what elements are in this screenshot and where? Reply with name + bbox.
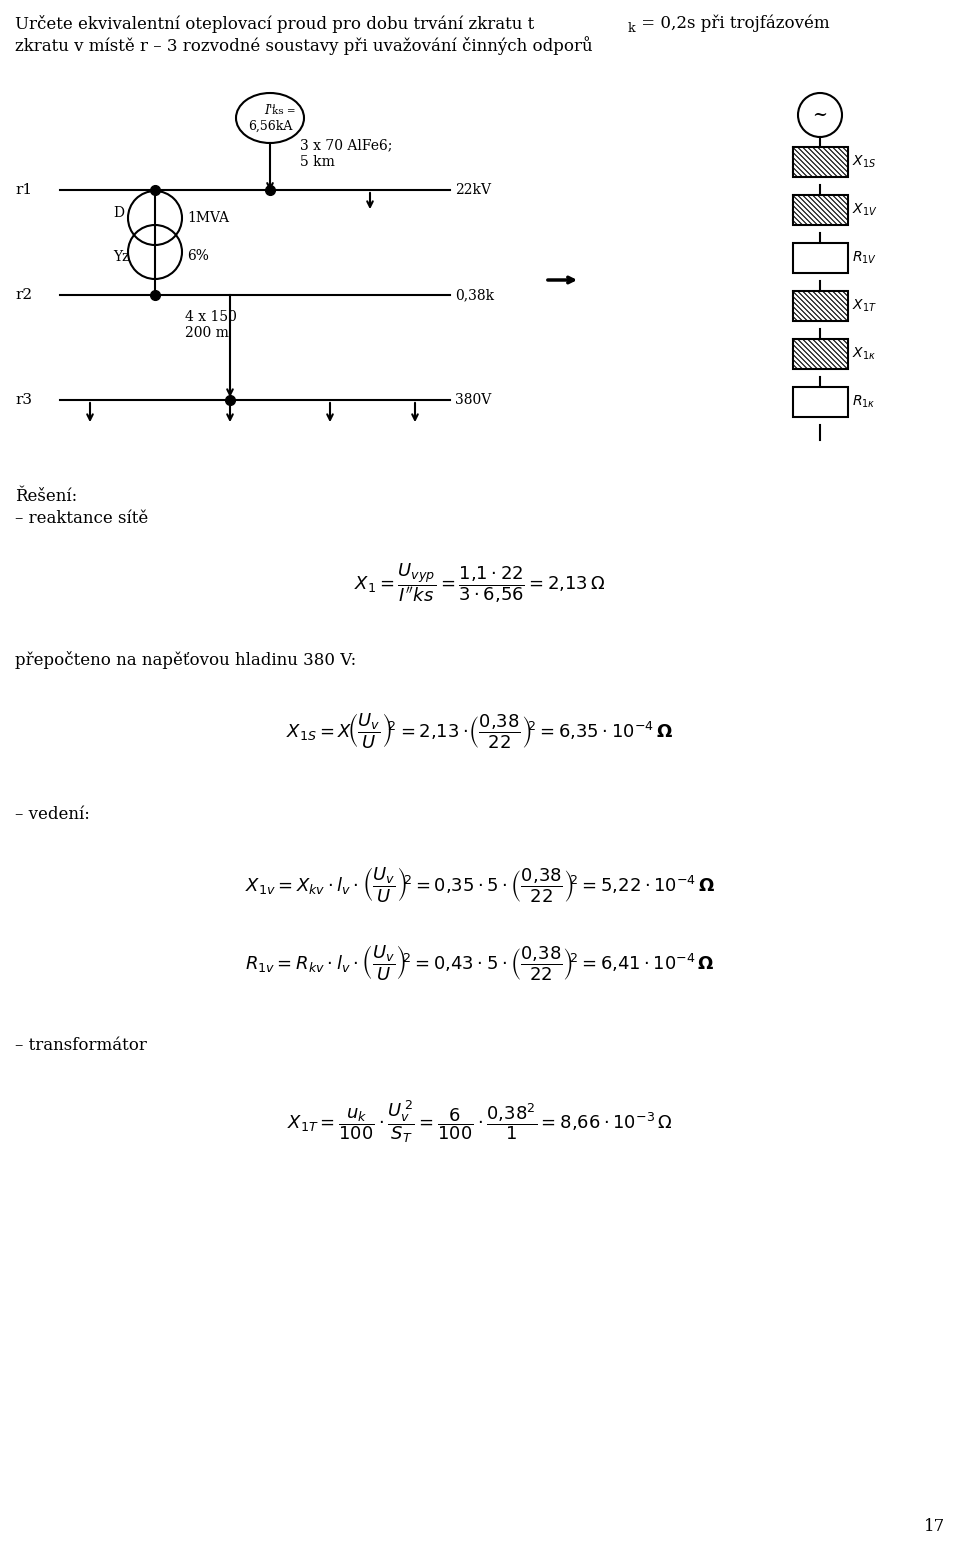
Text: – vedení:: – vedení:	[15, 806, 90, 823]
Text: $X_{1v} = X_{kv} \cdot l_v \cdot \left(\dfrac{U_v}{U}\right)^{\!\!2} = 0{,}35 \c: $X_{1v} = X_{kv} \cdot l_v \cdot \left(\…	[245, 865, 715, 904]
Text: r2: r2	[15, 287, 32, 301]
Text: 4 x 150: 4 x 150	[185, 311, 237, 324]
Text: 17: 17	[924, 1519, 945, 1536]
Bar	[793, 243, 848, 273]
Text: – reaktance sítě: – reaktance sítě	[15, 510, 148, 527]
Text: $X_{1V}$: $X_{1V}$	[852, 202, 877, 218]
Text: 3 x 70 AlFe6;: 3 x 70 AlFe6;	[300, 138, 393, 151]
Text: 5 km: 5 km	[300, 154, 335, 168]
Text: $X_{1\kappa}$: $X_{1\kappa}$	[852, 346, 876, 362]
Text: Určete ekvivalentní oteplovací proud pro dobu trvání zkratu t: Určete ekvivalentní oteplovací proud pro…	[15, 15, 535, 32]
Text: 6%: 6%	[187, 249, 209, 263]
Text: zkratu v místě r – 3 rozvodné soustavy při uvažování činných odporů: zkratu v místě r – 3 rozvodné soustavy p…	[15, 36, 592, 56]
Text: k: k	[628, 22, 636, 36]
Text: Řešení:: Řešení:	[15, 488, 77, 505]
Text: 1MVA: 1MVA	[187, 212, 229, 226]
Text: r3: r3	[15, 392, 32, 406]
Text: $X_{1T}$: $X_{1T}$	[852, 298, 876, 314]
Bar	[793, 147, 848, 178]
Text: 0,38k: 0,38k	[455, 287, 494, 301]
Text: ks =: ks =	[272, 107, 296, 116]
Text: $R_{1V}$: $R_{1V}$	[852, 250, 876, 266]
Text: přepočteno na napěťovou hladinu 380 V:: přepočteno na napěťovou hladinu 380 V:	[15, 650, 356, 669]
Text: r1: r1	[15, 182, 32, 198]
Text: $X_1 = \dfrac{U_{vyp}}{I^{\prime\prime}ks} = \dfrac{1{,}1 \cdot 22}{3 \cdot 6{,}: $X_1 = \dfrac{U_{vyp}}{I^{\prime\prime}k…	[354, 561, 606, 604]
Bar	[793, 386, 848, 417]
Text: $X_{1S} = X\!\left(\dfrac{U_v}{U}\right)^{\!\!2} = 2{,}13\cdot\!\left(\dfrac{0{,: $X_{1S} = X\!\left(\dfrac{U_v}{U}\right)…	[286, 712, 674, 751]
Text: 380V: 380V	[455, 392, 492, 406]
Bar	[793, 290, 848, 321]
Text: Yz: Yz	[113, 250, 130, 264]
Text: 6,56kA: 6,56kA	[248, 119, 292, 133]
Text: 22kV: 22kV	[455, 182, 491, 198]
Text: D: D	[113, 205, 124, 219]
Text: 200 m: 200 m	[185, 326, 228, 340]
Bar	[793, 195, 848, 226]
Text: $X_{1S}$: $X_{1S}$	[852, 154, 876, 170]
Text: $R_{1\kappa}$: $R_{1\kappa}$	[852, 394, 875, 411]
Text: – transformátor: – transformátor	[15, 1037, 147, 1054]
Bar	[793, 338, 848, 369]
Text: ~: ~	[812, 107, 828, 124]
Text: $R_{1v} = R_{kv} \cdot l_v \cdot \left(\dfrac{U_v}{U}\right)^{\!\!2} = 0{,}43 \c: $R_{1v} = R_{kv} \cdot l_v \cdot \left(\…	[245, 942, 715, 981]
Text: $X_{1T} = \dfrac{u_k}{100} \cdot \dfrac{U_v^{\,2}}{S_T} = \dfrac{6}{100} \cdot \: $X_{1T} = \dfrac{u_k}{100} \cdot \dfrac{…	[287, 1098, 673, 1145]
Text: = 0,2s při trojfázovém: = 0,2s při trojfázovém	[636, 15, 829, 32]
Text: I'': I''	[264, 105, 276, 117]
